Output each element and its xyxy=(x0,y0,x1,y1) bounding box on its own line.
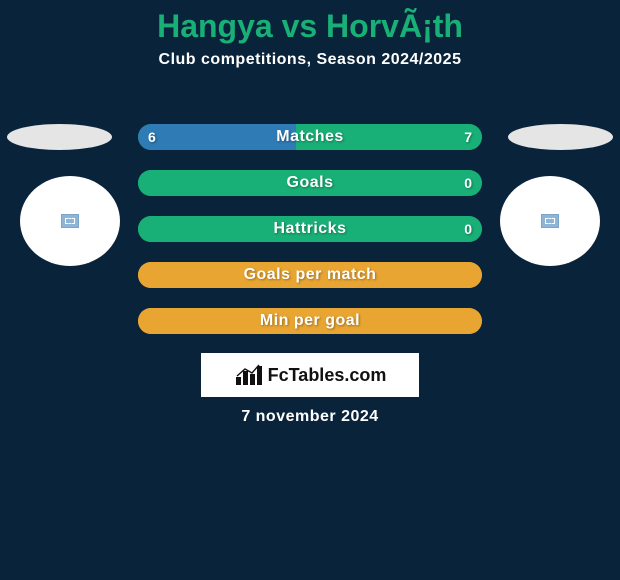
stat-bar-label: Matches xyxy=(138,124,482,150)
stat-bar-label: Hattricks xyxy=(138,216,482,242)
page-title: Hangya vs HorvÃ¡th xyxy=(0,0,620,45)
placeholder-icon xyxy=(541,214,559,228)
stat-bar: Goals per match xyxy=(138,262,482,288)
title-player2: HorvÃ¡th xyxy=(326,8,463,44)
subtitle: Club competitions, Season 2024/2025 xyxy=(0,51,620,69)
stat-bar: Hattricks0 xyxy=(138,216,482,242)
placeholder-icon xyxy=(61,214,79,228)
stat-bar-label: Goals per match xyxy=(138,262,482,288)
stat-bar-right-value: 0 xyxy=(464,170,472,196)
title-player1: Hangya xyxy=(157,8,273,44)
brand-bars-icon xyxy=(234,363,264,387)
brand-box: FcTables.com xyxy=(201,353,419,397)
stat-bar-left-value: 6 xyxy=(148,124,156,150)
stat-bar-label: Goals xyxy=(138,170,482,196)
stat-bar-right-value: 0 xyxy=(464,216,472,242)
brand-text: FcTables.com xyxy=(268,365,387,386)
stats-bars: Matches67Goals0Hattricks0Goals per match… xyxy=(138,124,482,354)
stat-bar: Goals0 xyxy=(138,170,482,196)
player2-badge xyxy=(500,176,600,266)
stat-bar-label: Min per goal xyxy=(138,308,482,334)
title-vs: vs xyxy=(273,8,326,44)
player2-flag-shadow xyxy=(508,124,613,150)
player1-flag-shadow xyxy=(7,124,112,150)
date-text: 7 november 2024 xyxy=(0,408,620,426)
stat-bar: Matches6 7 xyxy=(138,124,482,150)
stat-bar: Min per goal xyxy=(138,308,482,334)
player1-badge xyxy=(20,176,120,266)
stat-bar-right-value: 7 xyxy=(464,124,472,150)
